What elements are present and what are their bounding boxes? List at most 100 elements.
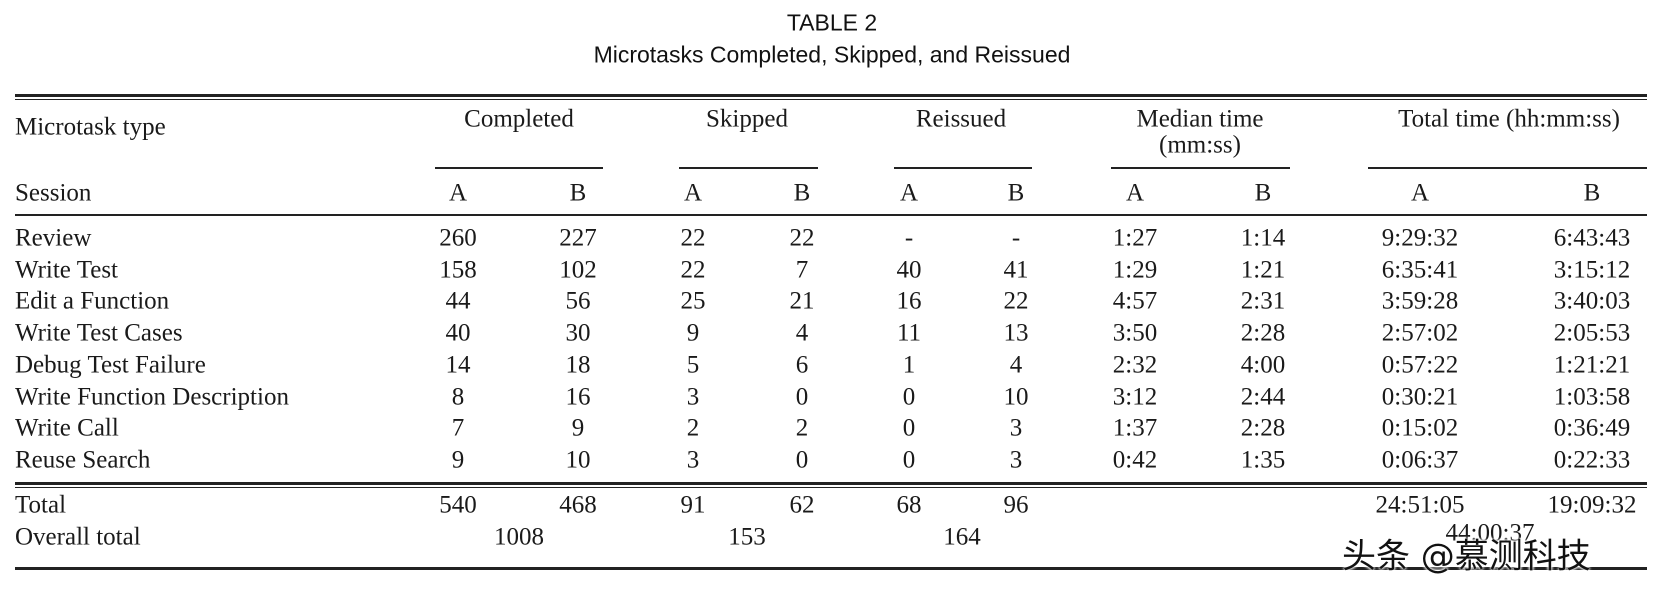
- cell: 1:35: [1240, 446, 1286, 474]
- cell: 102: [559, 256, 597, 284]
- row-label: Edit a Function: [15, 287, 170, 315]
- cell: 0:36:49: [1553, 414, 1631, 442]
- cell: 22: [1003, 287, 1029, 315]
- watermark: 头条 @慕测科技: [1342, 536, 1591, 577]
- cell: 227: [559, 224, 597, 252]
- total-cell: 540: [439, 491, 477, 519]
- row-label: Debug Test Failure: [15, 351, 206, 379]
- overall-cell: 44:00:37: [1445, 519, 1535, 547]
- cell: 22: [680, 224, 706, 252]
- cell: 25: [680, 287, 706, 315]
- cell: 3:15:12: [1553, 256, 1631, 284]
- group-header: Skipped: [706, 105, 788, 133]
- cell: 3:59:28: [1381, 287, 1459, 315]
- rule: [679, 167, 818, 169]
- cell: 260: [439, 224, 477, 252]
- row-label: Write Test Cases: [15, 319, 183, 347]
- rule: [15, 567, 1647, 570]
- cell: 158: [439, 256, 477, 284]
- cell: 4: [1009, 351, 1023, 379]
- rule: [15, 214, 1647, 216]
- session-header: A: [683, 179, 703, 207]
- cell: 9: [451, 446, 465, 474]
- cell: 56: [565, 287, 591, 315]
- total-cell: 468: [559, 491, 597, 519]
- cell: 9: [686, 319, 700, 347]
- cell: 0:22:33: [1553, 446, 1631, 474]
- cell: 6: [795, 351, 809, 379]
- cell: 1: [902, 351, 916, 379]
- cell: 40: [445, 319, 471, 347]
- cell: 1:03:58: [1553, 383, 1631, 410]
- cell: 0:15:02: [1381, 414, 1459, 442]
- cell: 3: [1009, 446, 1023, 474]
- cell: 0: [902, 383, 916, 410]
- overall-cell: 153: [728, 523, 766, 551]
- total-label: Total: [15, 491, 67, 519]
- cell: 3: [686, 383, 700, 410]
- group-header: Total time (hh:mm:ss): [1398, 105, 1620, 133]
- cell: 5: [686, 351, 700, 379]
- cell: 3:50: [1112, 319, 1158, 347]
- cell: 13: [1003, 319, 1029, 347]
- overall-cell: 164: [943, 523, 981, 551]
- total-cell: 19:09:32: [1547, 491, 1637, 519]
- overall-label: Overall total: [15, 523, 141, 551]
- cell: 6:35:41: [1381, 256, 1459, 284]
- total-cell: 91: [680, 491, 706, 519]
- cell: 2:57:02: [1381, 319, 1459, 347]
- cell: 0:30:21: [1381, 383, 1459, 410]
- cell: 40: [896, 256, 922, 284]
- cell: 0: [795, 446, 809, 474]
- session-label: Session: [15, 179, 92, 207]
- cell: 0:57:22: [1381, 351, 1459, 379]
- session-header: B: [1254, 179, 1272, 207]
- total-cell: 62: [789, 491, 815, 519]
- cell: 10: [1003, 383, 1029, 410]
- cell: 14: [445, 351, 471, 379]
- cell: 0: [795, 383, 809, 410]
- cell: 10: [565, 446, 591, 474]
- cell: 22: [789, 224, 815, 252]
- session-header: B: [1007, 179, 1025, 207]
- session-header: B: [1583, 179, 1601, 207]
- cell: 6:43:43: [1553, 224, 1631, 252]
- session-header: B: [569, 179, 587, 207]
- group-header: Median time: [1136, 105, 1264, 133]
- session-header: A: [1410, 179, 1430, 207]
- rule: [15, 482, 1647, 485]
- session-header: B: [793, 179, 811, 207]
- rule: [15, 99, 1647, 100]
- cell: 3:40:03: [1553, 287, 1631, 315]
- cell: 1:37: [1112, 414, 1158, 442]
- total-cell: 96: [1003, 491, 1029, 519]
- cell: 16: [896, 287, 922, 315]
- cell: 3: [686, 446, 700, 474]
- table-title: Microtasks Completed, Skipped, and Reiss…: [593, 41, 1071, 68]
- cell: 4:00: [1240, 351, 1286, 379]
- cell: 9:29:32: [1381, 224, 1459, 252]
- group-header: Reissued: [915, 105, 1007, 133]
- row-label: Write Test: [15, 256, 119, 284]
- cell: 1:27: [1112, 224, 1158, 252]
- overall-cell: 1008: [494, 523, 544, 551]
- cell: 1:21: [1240, 256, 1286, 284]
- group-header: Completed: [464, 105, 574, 133]
- cell: 8: [451, 383, 465, 410]
- cell: 4:57: [1112, 287, 1158, 315]
- cell: 18: [565, 351, 591, 379]
- rule: [15, 487, 1647, 488]
- cell: 1:21:21: [1553, 351, 1631, 379]
- row-label: Write Call: [15, 414, 119, 442]
- rule: [1368, 167, 1647, 169]
- session-header: A: [899, 179, 919, 207]
- cell: 2:31: [1240, 287, 1286, 315]
- cell: 0: [902, 414, 916, 442]
- cell: 44: [445, 287, 471, 315]
- session-header: A: [448, 179, 468, 207]
- rule: [1111, 167, 1290, 169]
- cell: -: [904, 224, 914, 252]
- rule: [894, 167, 1032, 169]
- cell: 2:32: [1112, 351, 1158, 379]
